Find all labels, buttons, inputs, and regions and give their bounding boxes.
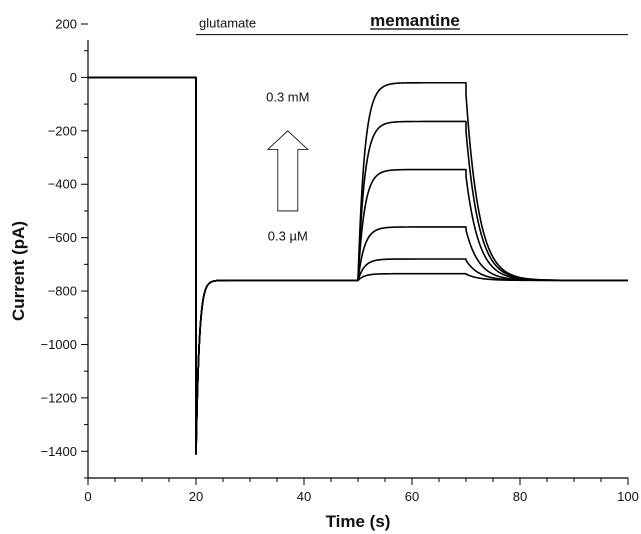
y-tick-label: −200 (48, 123, 77, 138)
y-tick-label: −800 (48, 284, 77, 299)
y-tick-label: −1200 (40, 390, 77, 405)
chart-title: memantine (370, 11, 460, 30)
x-tick-label: 80 (513, 489, 527, 504)
x-tick-label: 20 (189, 489, 203, 504)
x-tick-label: 40 (297, 489, 311, 504)
y-tick-label: 0 (70, 70, 77, 85)
y-tick-label: −400 (48, 177, 77, 192)
y-tick-label: 200 (55, 17, 77, 32)
x-axis-title: Time (s) (326, 512, 391, 531)
y-axis-title: Current (pA) (9, 221, 28, 321)
concentration-low-label: 0.3 µM (268, 228, 308, 243)
x-tick-label: 100 (617, 489, 639, 504)
x-tick-label: 60 (405, 489, 419, 504)
axes: 0 20 40 60 80 100 200 0 −200 −400 −600 −800 −1000 −1… (40, 17, 638, 505)
traces (88, 76, 629, 455)
y-ticks: 200 0 −200 −400 −600 −800 −1000 −1200 −1400 (40, 17, 88, 479)
glutamate-label: glutamate (199, 16, 256, 31)
y-tick-label: −1400 (40, 444, 77, 459)
y-tick-label: −1000 (40, 337, 77, 352)
concentration-high-label: 0.3 mM (266, 89, 309, 104)
y-tick-label: −600 (48, 230, 77, 245)
trace-line-6 (88, 76, 629, 455)
x-ticks: 0 20 40 60 80 100 (84, 478, 639, 504)
concentration-arrow-icon (266, 130, 309, 212)
x-tick-label: 0 (84, 489, 91, 504)
